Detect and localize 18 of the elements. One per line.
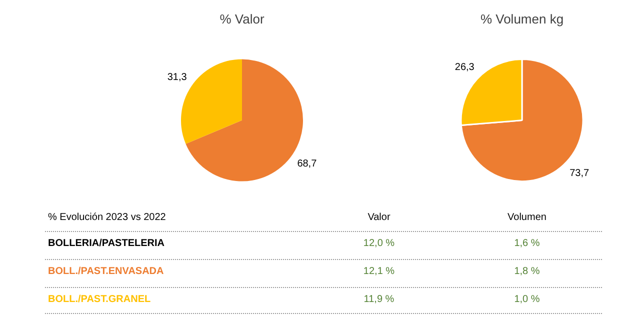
- text: BOLL./PAST.ENVASADA: [48, 265, 165, 279]
- text: 11,9 %: [362, 293, 396, 307]
- text: 1,6 %: [513, 237, 541, 251]
- text: Valor: [366, 211, 392, 225]
- chart-title: % Valor: [220, 11, 265, 26]
- chart-title: % Volumen kg: [480, 11, 564, 26]
- data-label: 68,7: [297, 158, 318, 170]
- data-label: 31,3: [167, 72, 188, 83]
- text: 1,8 %: [513, 265, 541, 279]
- text: BOLL./PAST.GRANEL: [48, 293, 152, 307]
- text: 12,0 %: [362, 237, 396, 251]
- text: BOLLERIA/PASTELERIA: [48, 237, 166, 251]
- data-label: 26,3: [454, 62, 475, 74]
- text: 12,1 %: [362, 265, 396, 279]
- text: % Evolución 2023 vs 2022: [48, 211, 167, 225]
- text: Volumen: [506, 211, 548, 225]
- data-label: 73,7: [570, 168, 590, 179]
- text: 1,0 %: [513, 293, 541, 307]
